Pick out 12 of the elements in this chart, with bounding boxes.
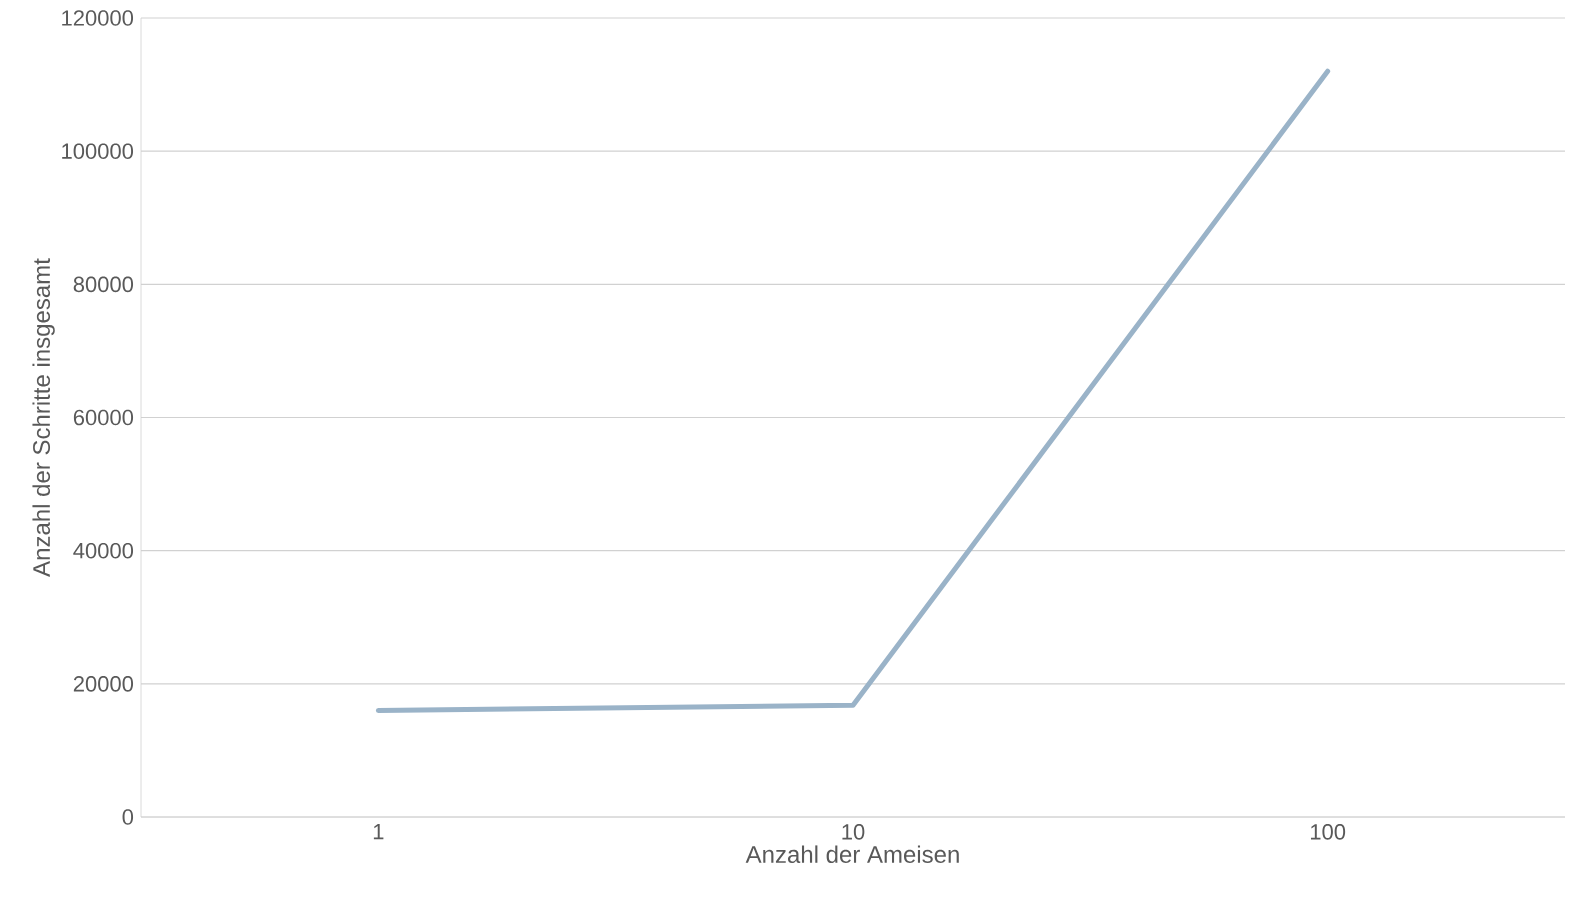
x-tick-label: 100 [1310,824,1346,840]
y-tick-label: 100000 [62,143,134,159]
y-tick-label: 60000 [73,409,134,426]
y-tick-label: 20000 [73,676,134,692]
y-tick-label: 40000 [73,542,134,559]
y-tick-label: 80000 [73,276,134,293]
y-tick-label: 120000 [62,10,134,26]
y-tick-label: 0 [122,809,134,825]
y-axis-title: Anzahl der Schritte insgesamt [32,258,55,577]
x-tick-label: 10 [842,824,865,840]
x-axis-title: Anzahl der Ameisen [745,845,959,863]
x-tick-label: 1 [373,824,384,840]
